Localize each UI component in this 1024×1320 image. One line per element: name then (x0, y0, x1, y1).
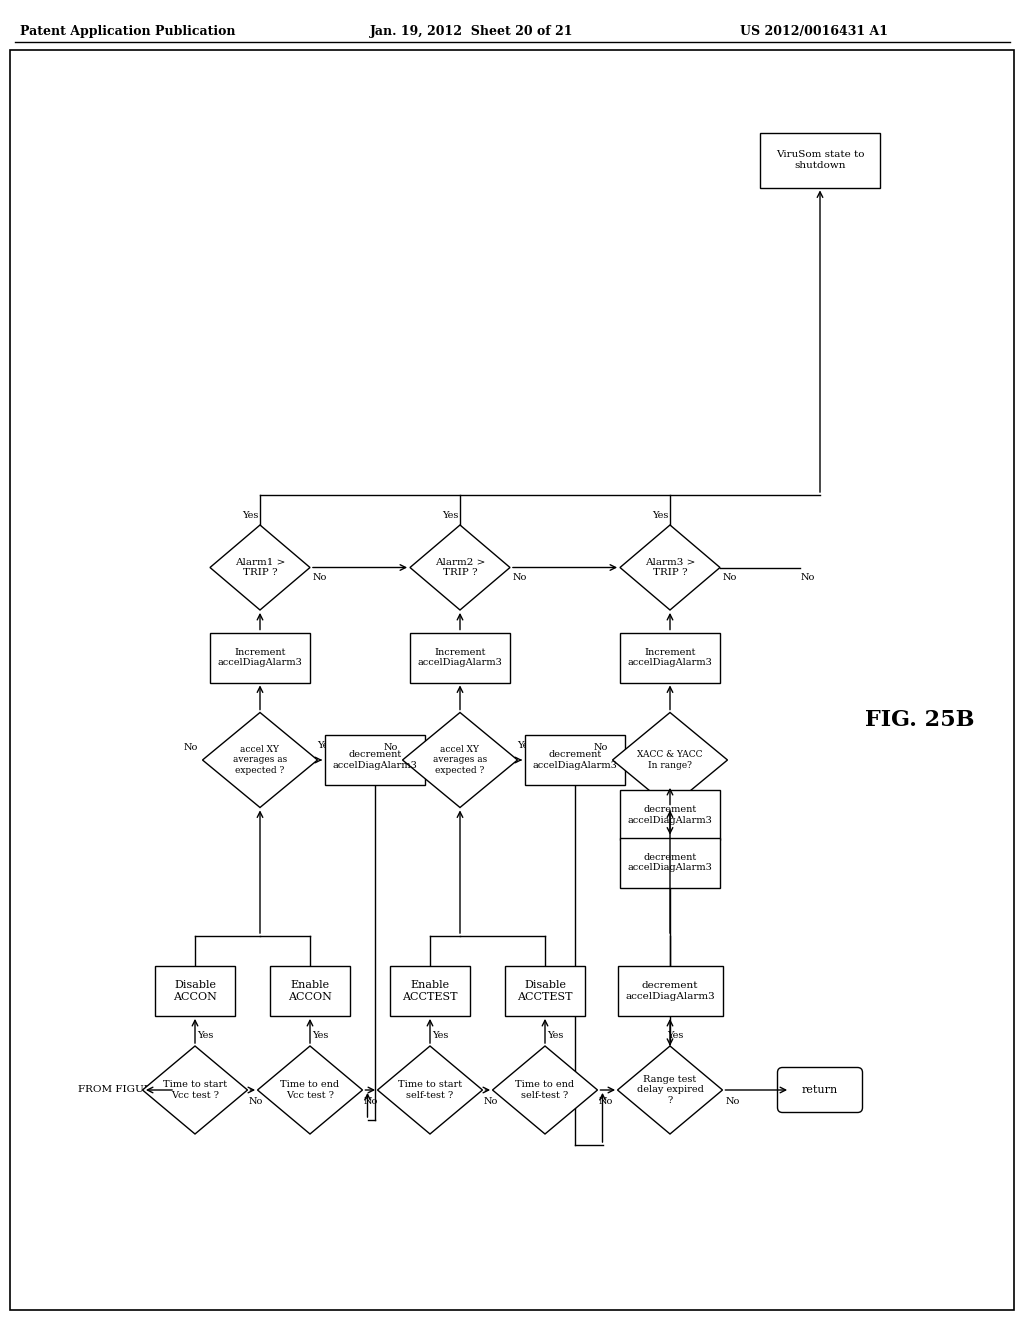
Text: Yes: Yes (432, 1031, 449, 1040)
Text: No: No (383, 743, 397, 752)
Polygon shape (257, 1045, 362, 1134)
Polygon shape (620, 525, 720, 610)
Text: Time to end
Vcc test ?: Time to end Vcc test ? (281, 1080, 340, 1100)
Text: No: No (364, 1097, 378, 1106)
Text: FROM FIGURE 25A: FROM FIGURE 25A (78, 1085, 182, 1094)
Text: Alarm3 >
TRIP ?: Alarm3 > TRIP ? (645, 558, 695, 577)
Polygon shape (142, 1045, 248, 1134)
Text: Yes: Yes (662, 814, 678, 824)
Text: Yes: Yes (242, 511, 258, 520)
Text: Disable
ACCTEST: Disable ACCTEST (517, 981, 572, 1002)
Text: No: No (723, 573, 737, 582)
FancyBboxPatch shape (617, 966, 723, 1016)
Text: No: No (183, 743, 198, 752)
Text: XACC & YACC
In range?: XACC & YACC In range? (637, 750, 702, 770)
Text: No: No (248, 1097, 263, 1106)
Text: decrement
accelDiagAlarm3: decrement accelDiagAlarm3 (333, 750, 418, 770)
Text: return: return (802, 1085, 838, 1096)
Polygon shape (617, 1045, 723, 1134)
Polygon shape (402, 713, 517, 808)
Text: Yes: Yes (667, 1031, 683, 1040)
Text: Alarm1 >
TRIP ?: Alarm1 > TRIP ? (234, 558, 286, 577)
FancyBboxPatch shape (410, 632, 510, 682)
Text: Patent Application Publication: Patent Application Publication (20, 25, 236, 38)
FancyBboxPatch shape (525, 735, 625, 785)
Text: Increment
accelDiagAlarm3: Increment accelDiagAlarm3 (628, 648, 713, 667)
Polygon shape (612, 713, 727, 808)
Text: Enable
ACCON: Enable ACCON (288, 981, 332, 1002)
Polygon shape (203, 713, 317, 808)
Text: Yes: Yes (197, 1031, 213, 1040)
FancyBboxPatch shape (155, 966, 234, 1016)
Text: Yes: Yes (652, 511, 669, 520)
FancyBboxPatch shape (325, 735, 425, 785)
Text: Yes: Yes (547, 1031, 563, 1040)
Text: No: No (598, 1097, 612, 1106)
Text: Yes: Yes (312, 1031, 328, 1040)
Text: decrement
accelDiagAlarm3: decrement accelDiagAlarm3 (532, 750, 617, 770)
Text: Enable
ACCTEST: Enable ACCTEST (402, 981, 458, 1002)
FancyBboxPatch shape (210, 632, 310, 682)
Text: US 2012/0016431 A1: US 2012/0016431 A1 (740, 25, 888, 38)
Text: No: No (593, 743, 607, 752)
Polygon shape (210, 525, 310, 610)
Text: decrement
accelDiagAlarm3: decrement accelDiagAlarm3 (625, 981, 715, 1001)
Text: No: No (725, 1097, 739, 1106)
Text: decrement
accelDiagAlarm3: decrement accelDiagAlarm3 (628, 805, 713, 825)
Text: No: No (312, 573, 328, 582)
FancyBboxPatch shape (760, 132, 880, 187)
Polygon shape (493, 1045, 597, 1134)
Text: No: No (513, 573, 527, 582)
FancyBboxPatch shape (390, 966, 470, 1016)
Text: accel XY
averages as
expected ?: accel XY averages as expected ? (232, 744, 287, 775)
FancyBboxPatch shape (620, 789, 720, 840)
FancyBboxPatch shape (620, 837, 720, 887)
Text: decrement
accelDiagAlarm3: decrement accelDiagAlarm3 (628, 853, 713, 873)
Text: Yes: Yes (317, 741, 334, 750)
FancyBboxPatch shape (777, 1068, 862, 1113)
Text: No: No (801, 573, 815, 582)
Text: Range test
delay expired
?: Range test delay expired ? (637, 1074, 703, 1105)
Text: FIG. 25B: FIG. 25B (865, 709, 975, 731)
Polygon shape (410, 525, 510, 610)
Text: Yes: Yes (441, 511, 458, 520)
Text: Time to start
self-test ?: Time to start self-test ? (398, 1080, 462, 1100)
Text: No: No (483, 1097, 498, 1106)
Text: Alarm2 >
TRIP ?: Alarm2 > TRIP ? (435, 558, 485, 577)
Text: Increment
accelDiagAlarm3: Increment accelDiagAlarm3 (418, 648, 503, 667)
FancyBboxPatch shape (620, 632, 720, 682)
Text: Time to start
Vcc test ?: Time to start Vcc test ? (163, 1080, 227, 1100)
Text: ViruSom state to
shutdown: ViruSom state to shutdown (776, 150, 864, 170)
FancyBboxPatch shape (270, 966, 350, 1016)
Text: Increment
accelDiagAlarm3: Increment accelDiagAlarm3 (217, 648, 302, 667)
Text: Disable
ACCON: Disable ACCON (173, 981, 217, 1002)
Polygon shape (378, 1045, 482, 1134)
Text: accel XY
averages as
expected ?: accel XY averages as expected ? (433, 744, 487, 775)
FancyBboxPatch shape (505, 966, 585, 1016)
Text: Yes: Yes (517, 741, 534, 750)
Text: Jan. 19, 2012  Sheet 20 of 21: Jan. 19, 2012 Sheet 20 of 21 (370, 25, 573, 38)
Text: Time to end
self-test ?: Time to end self-test ? (515, 1080, 574, 1100)
